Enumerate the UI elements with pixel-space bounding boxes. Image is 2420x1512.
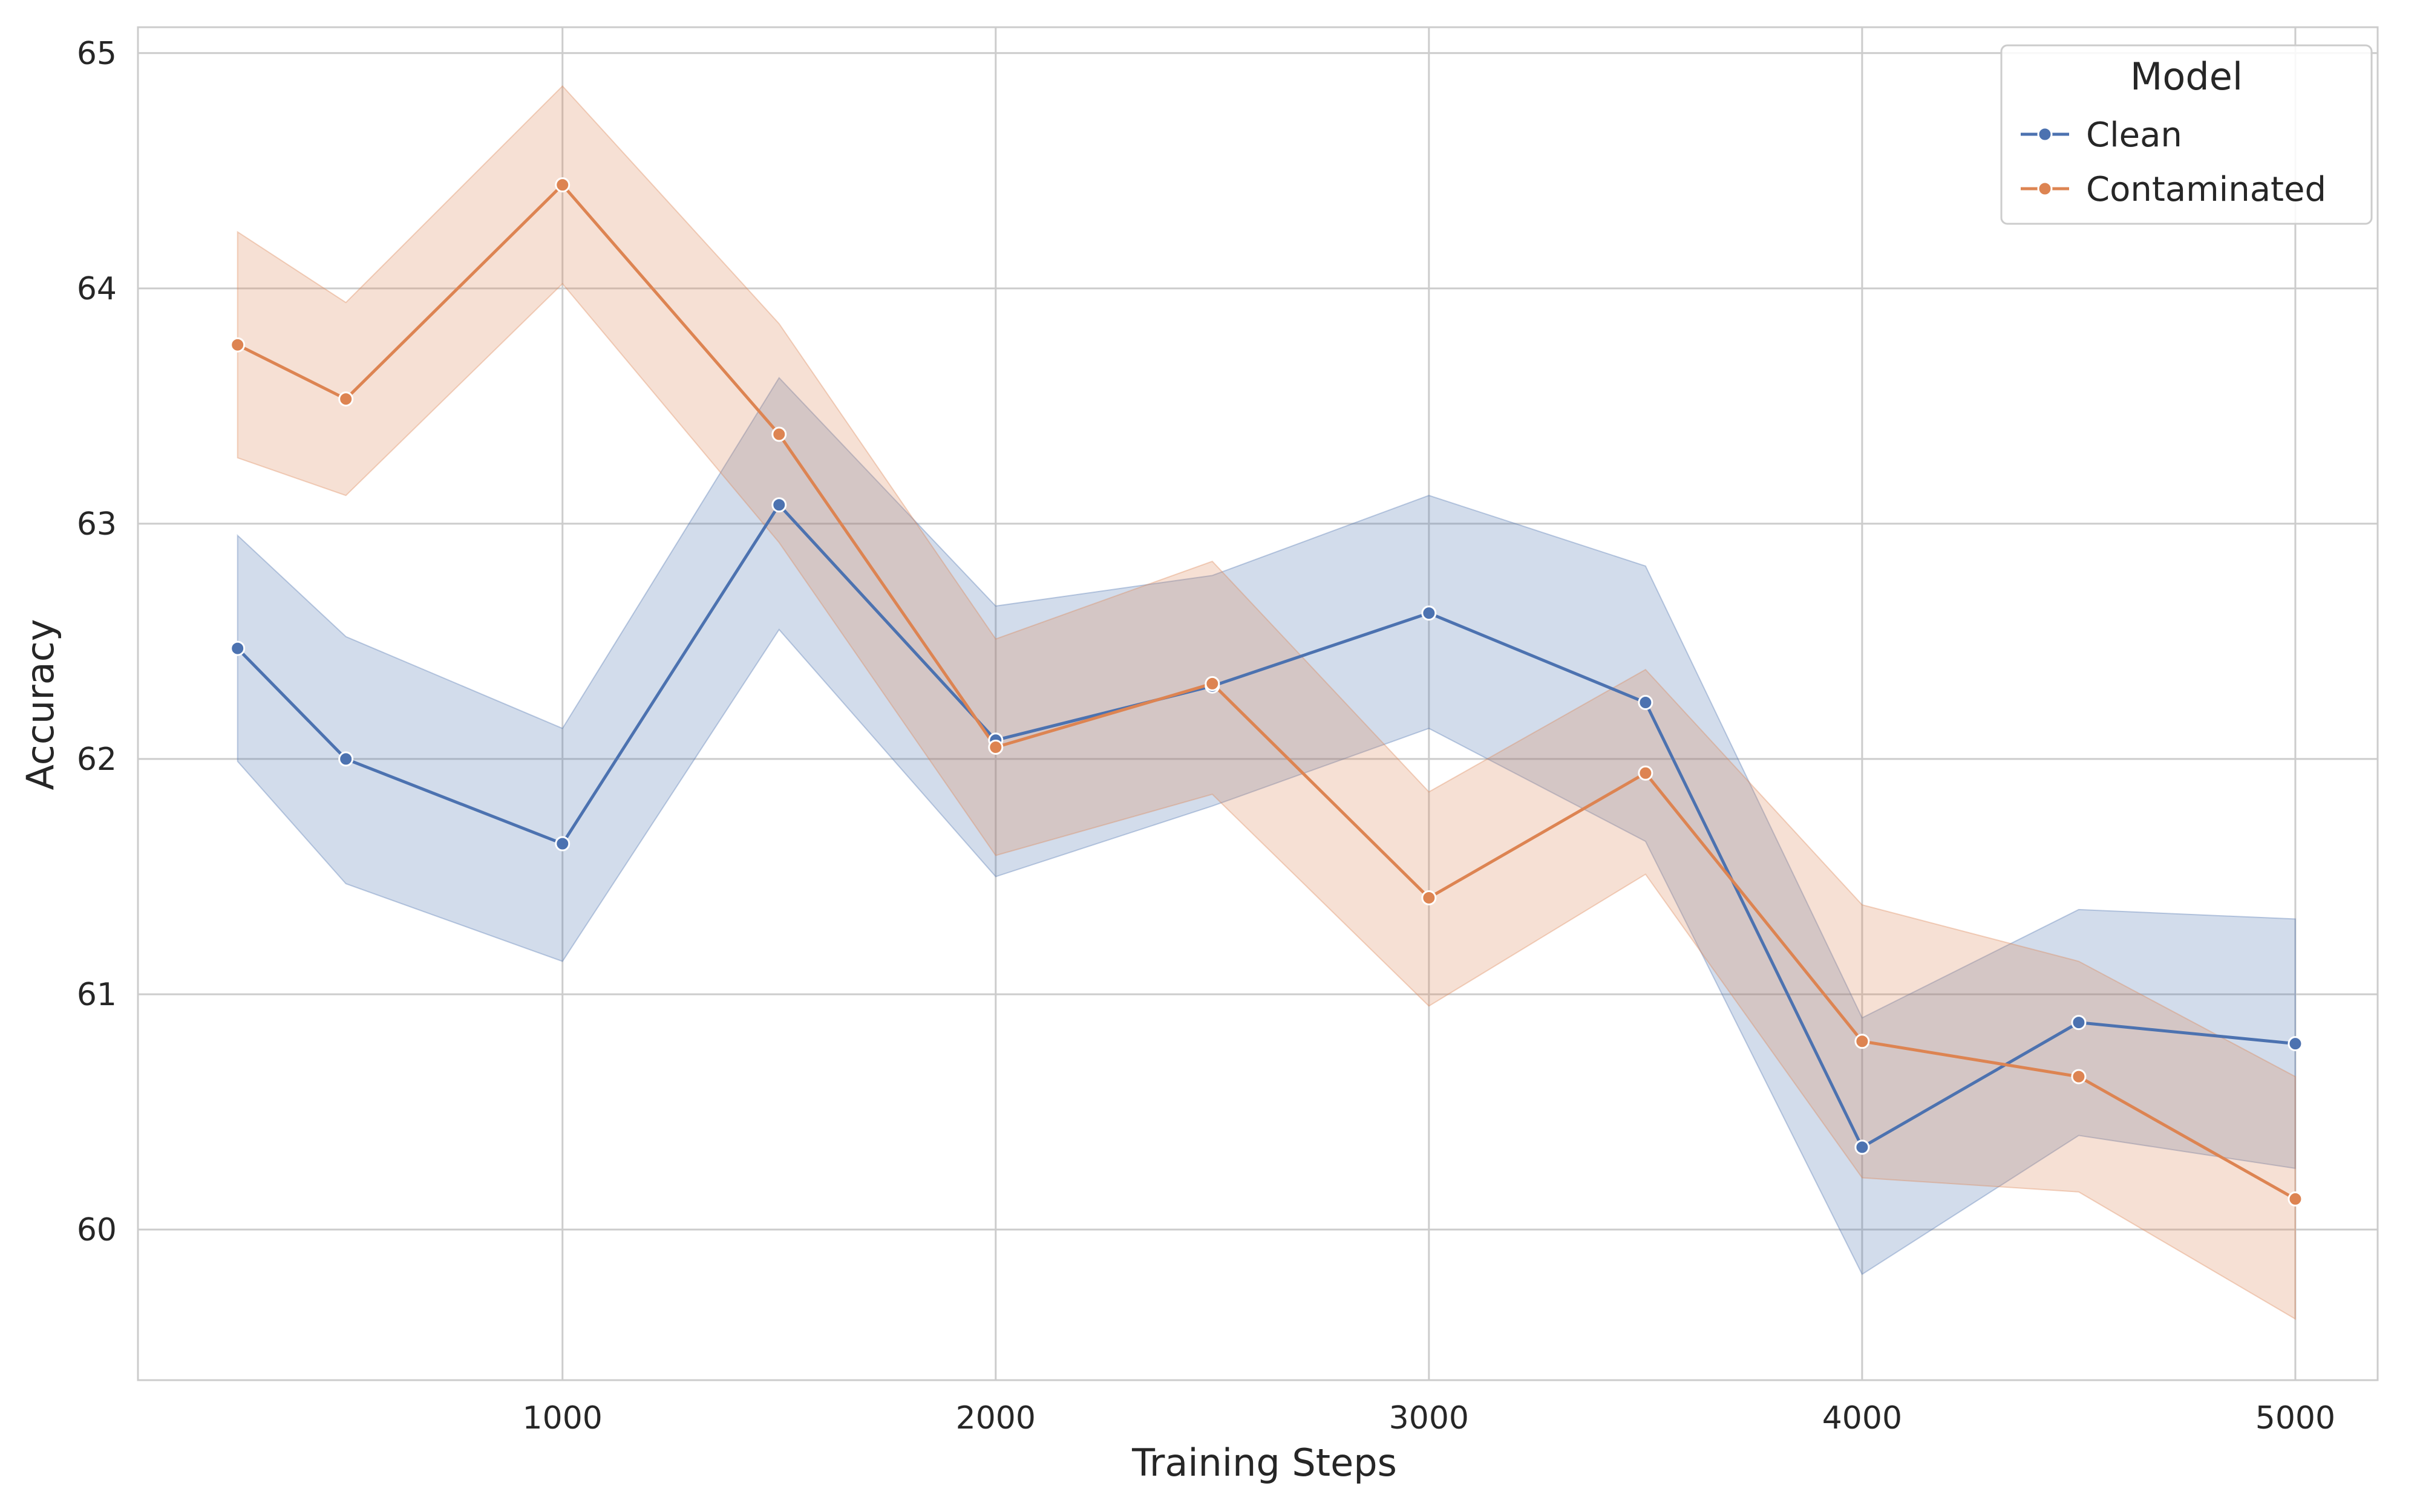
x-tick-label: 1000 xyxy=(523,1400,603,1436)
legend-marker-clean xyxy=(2037,126,2053,142)
x-axis-title: Training Steps xyxy=(1131,1441,1397,1485)
plot-area xyxy=(137,26,2379,1381)
clean-point xyxy=(1854,1139,1870,1155)
contaminated-point xyxy=(988,739,1004,755)
clean-point xyxy=(2071,1015,2087,1031)
legend-items: Clean Contaminated xyxy=(2021,116,2326,209)
contaminated-point xyxy=(2288,1191,2303,1207)
contaminated-point xyxy=(230,337,246,353)
confidence-bands xyxy=(237,85,2296,1320)
contaminated-point xyxy=(1421,890,1437,905)
series-points xyxy=(230,177,2303,1207)
y-tick-label: 61 xyxy=(77,977,117,1013)
y-tick-label: 60 xyxy=(77,1212,117,1248)
legend-label-contaminated: Contaminated xyxy=(2086,170,2326,209)
x-tick-labels: 1000 2000 3000 4000 5000 xyxy=(523,1400,2336,1436)
y-tick-labels: 60 61 62 63 64 65 xyxy=(77,36,117,1248)
clean-point xyxy=(338,751,354,767)
clean-point xyxy=(555,836,571,852)
y-tick-label: 65 xyxy=(77,36,117,72)
clean-point xyxy=(771,497,787,513)
x-tick-label: 3000 xyxy=(1389,1400,1469,1436)
clean-point xyxy=(2288,1036,2303,1052)
contaminated-point xyxy=(1854,1034,1870,1049)
contaminated-point xyxy=(338,391,354,407)
clean-point xyxy=(230,640,246,656)
contaminated-point xyxy=(771,426,787,442)
x-tick-label: 5000 xyxy=(2255,1400,2335,1436)
contaminated-confidence-band xyxy=(237,85,2296,1320)
legend: Model Clean Contaminated xyxy=(2000,44,2373,225)
legend-title: Model xyxy=(2130,54,2243,99)
y-axis-title: Accuracy xyxy=(18,619,62,790)
legend-marker-contaminated xyxy=(2037,181,2053,197)
x-tick-label: 2000 xyxy=(956,1400,1036,1436)
contaminated-point xyxy=(555,177,571,193)
clean-point xyxy=(1638,695,1653,711)
contaminated-point xyxy=(1205,676,1220,691)
contaminated-point xyxy=(2071,1069,2087,1084)
legend-label-clean: Clean xyxy=(2086,116,2182,155)
y-tick-label: 63 xyxy=(77,506,117,543)
grid-lines xyxy=(138,27,2378,1380)
legend-box xyxy=(2000,44,2373,225)
x-tick-label: 4000 xyxy=(1822,1400,1902,1436)
y-tick-label: 62 xyxy=(77,741,117,778)
legend-item-clean: Clean xyxy=(2021,116,2182,155)
y-tick-label: 64 xyxy=(77,271,117,307)
clean-point xyxy=(1421,605,1437,621)
legend-item-contaminated: Contaminated xyxy=(2021,170,2326,209)
clean-confidence-band xyxy=(237,377,2296,1276)
contaminated-point xyxy=(1638,765,1653,781)
